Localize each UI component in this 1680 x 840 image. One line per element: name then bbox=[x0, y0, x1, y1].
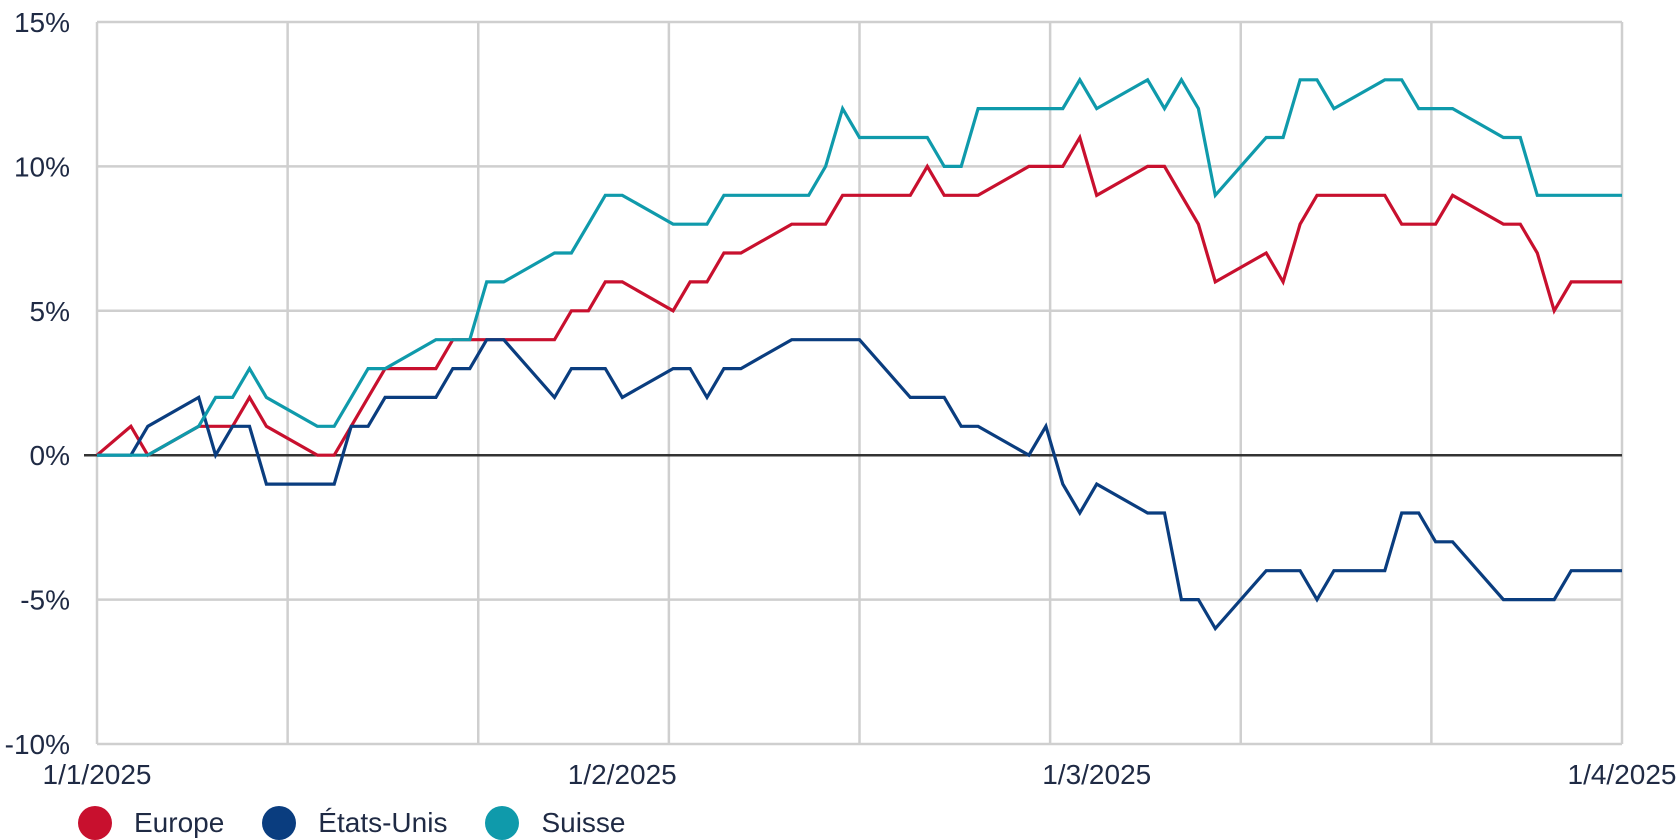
legend-label-europe: Europe bbox=[134, 807, 225, 838]
y-tick-label: 5% bbox=[30, 296, 70, 327]
series-lines bbox=[95, 76, 1622, 632]
legend-item-europe: Europe bbox=[78, 806, 224, 840]
grid-lines bbox=[95, 20, 1624, 746]
legend-swatch-etats-unis bbox=[262, 806, 297, 840]
y-axis-tick-labels: 15% 10% 5% 0% -5% -10% bbox=[5, 7, 70, 760]
x-tick-label: 1/1/2025 bbox=[43, 759, 152, 790]
y-tick-label: 0% bbox=[30, 440, 70, 471]
legend-label-etats-unis: États-Unis bbox=[318, 807, 448, 838]
legend-swatch-europe bbox=[78, 806, 112, 840]
x-tick-label: 1/4/2025 bbox=[1568, 759, 1677, 790]
y-tick-label: -5% bbox=[20, 585, 70, 616]
legend-item-etats-unis: États-Unis bbox=[262, 806, 447, 840]
legend-item-suisse: Suisse bbox=[485, 806, 626, 840]
x-tick-label: 1/2/2025 bbox=[568, 759, 677, 790]
y-tick-label: 15% bbox=[14, 7, 70, 38]
series-line-europe bbox=[95, 133, 1622, 458]
y-tick-label: -10% bbox=[5, 729, 70, 760]
legend-swatch-suisse bbox=[485, 806, 520, 840]
x-axis-tick-labels: 1/1/2025 1/2/2025 1/3/2025 1/4/2025 bbox=[43, 759, 1677, 790]
series-line-suisse bbox=[97, 76, 1622, 457]
series-line-etats-unis bbox=[97, 338, 1622, 632]
legend: Europe États-Unis Suisse bbox=[78, 806, 664, 840]
legend-label-suisse: Suisse bbox=[541, 807, 626, 838]
y-tick-label: 10% bbox=[14, 151, 70, 182]
x-tick-label: 1/3/2025 bbox=[1042, 759, 1151, 790]
